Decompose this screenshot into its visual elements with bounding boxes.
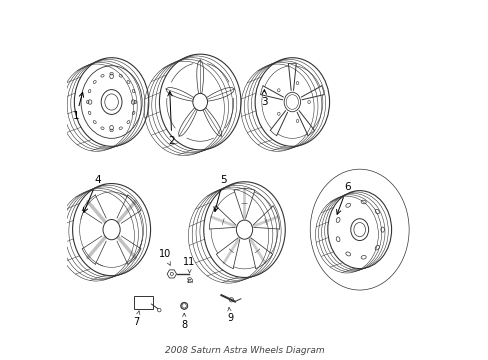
Text: 10: 10 [158, 249, 170, 265]
Text: 6: 6 [336, 182, 350, 214]
Text: 2: 2 [167, 91, 175, 146]
Text: 2008 Saturn Astra Wheels Diagram: 2008 Saturn Astra Wheels Diagram [164, 346, 324, 355]
Text: 3: 3 [260, 90, 267, 107]
Text: 5: 5 [213, 175, 226, 212]
Text: 11: 11 [183, 257, 195, 273]
Text: 7: 7 [133, 311, 140, 327]
Text: 9: 9 [227, 307, 233, 323]
Text: 1: 1 [73, 93, 83, 121]
Text: 4: 4 [83, 175, 101, 212]
Text: 8: 8 [181, 313, 187, 330]
